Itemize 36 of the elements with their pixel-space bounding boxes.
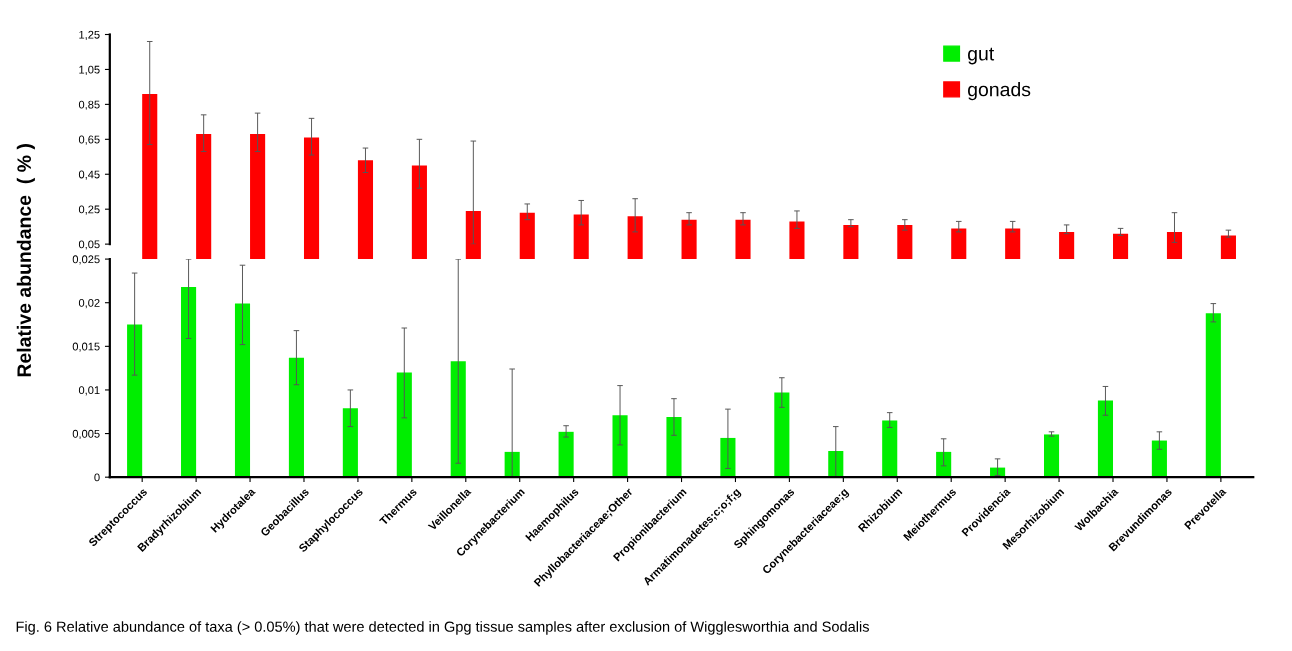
y-tick-label: 1,25 (79, 30, 100, 40)
legend-label: gut (968, 47, 995, 65)
bar (828, 451, 844, 478)
bar (882, 420, 898, 478)
caption: Fig. 6 Relative abundance of taxa (> 0.05%) that were detected in Gpg tissue samples after exclusion of Wigglesworthia and Sodalis (16, 621, 869, 635)
legend-label: gonads (968, 82, 1031, 101)
bar (234, 303, 251, 478)
y-tick-label: 0,65 (78, 135, 100, 145)
y-tick-label: 0,025 (72, 255, 100, 265)
bar (396, 372, 412, 478)
y-tick-label: 0,05 (78, 240, 100, 250)
bar (666, 416, 682, 478)
y-tick-label: 0,01 (78, 386, 100, 396)
bar (936, 451, 952, 478)
bar (558, 431, 574, 478)
bar (1043, 434, 1060, 478)
bar (450, 361, 466, 478)
y-tick-label: 1,05 (79, 65, 100, 75)
bar (342, 408, 358, 478)
y-tick-label: 0 (94, 473, 100, 482)
y-tick-label: 0,25 (78, 205, 100, 215)
bar (774, 392, 790, 478)
bar (1151, 440, 1167, 478)
y-tick-label: 0,005 (72, 429, 100, 440)
bar (181, 287, 197, 478)
bar (504, 451, 520, 478)
y-tick-label: 0,45 (78, 170, 100, 180)
bar (127, 324, 143, 478)
y-tick-label: 0,015 (72, 342, 100, 352)
bar (612, 415, 628, 478)
y-axis-title: Relative abundance ( % ) (16, 144, 35, 377)
bar (1205, 313, 1221, 478)
bar (1097, 400, 1114, 478)
bar (288, 357, 304, 478)
y-tick-label: 0,85 (78, 100, 100, 110)
y-tick-label: 0,02 (78, 298, 100, 309)
